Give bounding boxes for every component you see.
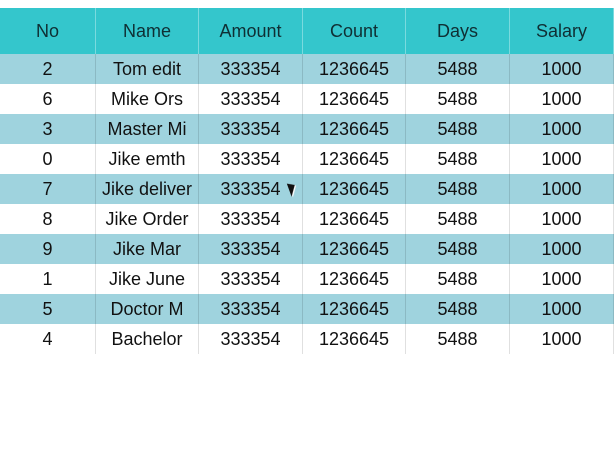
- cell-no: 9: [0, 234, 96, 264]
- cell-days: 5488: [406, 174, 510, 204]
- cell-salary: 1000: [510, 54, 614, 84]
- table-row[interactable]: 0 Jike emth 333354 1236645 5488 1000: [0, 144, 614, 174]
- cell-amount: 333354: [199, 54, 303, 84]
- cell-salary: 1000: [510, 294, 614, 324]
- cell-days: 5488: [406, 144, 510, 174]
- cell-salary: 1000: [510, 324, 614, 354]
- cell-amount: 333354: [199, 204, 303, 234]
- cell-salary: 1000: [510, 204, 614, 234]
- cell-amount: 333354: [199, 324, 303, 354]
- cell-no: 7: [0, 174, 96, 204]
- cell-amount: 333354: [199, 264, 303, 294]
- cell-count: 1236645: [303, 54, 406, 84]
- cell-count: 1236645: [303, 84, 406, 114]
- cell-name: Jike Mar: [96, 234, 199, 264]
- table-row[interactable]: 4 Bachelor 333354 1236645 5488 1000: [0, 324, 614, 354]
- cell-salary: 1000: [510, 144, 614, 174]
- header-count[interactable]: Count: [303, 8, 406, 54]
- cell-amount: 333354: [199, 234, 303, 264]
- table-row[interactable]: 1 Jike June 333354 1236645 5488 1000: [0, 264, 614, 294]
- cell-name: Jike deliver: [96, 174, 199, 204]
- cell-name: Master Mi: [96, 114, 199, 144]
- cell-salary: 1000: [510, 84, 614, 114]
- header-salary[interactable]: Salary: [510, 8, 614, 54]
- cell-name: Jike emth: [96, 144, 199, 174]
- header-name[interactable]: Name: [96, 8, 199, 54]
- data-table: No Name Amount Count Days Salary 2 Tom e…: [0, 8, 614, 354]
- table-row[interactable]: 8 Jike Order 333354 1236645 5488 1000: [0, 204, 614, 234]
- cell-no: 4: [0, 324, 96, 354]
- cell-no: 5: [0, 294, 96, 324]
- table-row[interactable]: 9 Jike Mar 333354 1236645 5488 1000: [0, 234, 614, 264]
- table-row[interactable]: 7 Jike deliver 333354 1236645 5488 1000: [0, 174, 614, 204]
- cell-amount: 333354: [199, 114, 303, 144]
- cell-days: 5488: [406, 204, 510, 234]
- cell-no: 2: [0, 54, 96, 84]
- cell-count: 1236645: [303, 204, 406, 234]
- cell-days: 5488: [406, 264, 510, 294]
- cell-days: 5488: [406, 114, 510, 144]
- header-no[interactable]: No: [0, 8, 96, 54]
- cell-amount: 333354: [199, 294, 303, 324]
- cell-salary: 1000: [510, 234, 614, 264]
- header-days[interactable]: Days: [406, 8, 510, 54]
- cell-days: 5488: [406, 84, 510, 114]
- header-amount[interactable]: Amount: [199, 8, 303, 54]
- table-row[interactable]: 2 Tom edit 333354 1236645 5488 1000: [0, 54, 614, 84]
- cell-no: 0: [0, 144, 96, 174]
- cell-amount: 333354: [199, 174, 303, 204]
- cell-days: 5488: [406, 234, 510, 264]
- cell-no: 3: [0, 114, 96, 144]
- cell-amount: 333354: [199, 144, 303, 174]
- cell-name: Doctor M: [96, 294, 199, 324]
- cell-name: Bachelor: [96, 324, 199, 354]
- cell-count: 1236645: [303, 294, 406, 324]
- cell-name: Mike Ors: [96, 84, 199, 114]
- table-row[interactable]: 6 Mike Ors 333354 1236645 5488 1000: [0, 84, 614, 114]
- cell-salary: 1000: [510, 264, 614, 294]
- cell-count: 1236645: [303, 264, 406, 294]
- cell-days: 5488: [406, 324, 510, 354]
- cell-salary: 1000: [510, 174, 614, 204]
- cell-count: 1236645: [303, 114, 406, 144]
- cell-days: 5488: [406, 54, 510, 84]
- table-row[interactable]: 3 Master Mi 333354 1236645 5488 1000: [0, 114, 614, 144]
- cell-count: 1236645: [303, 324, 406, 354]
- cell-days: 5488: [406, 294, 510, 324]
- cell-count: 1236645: [303, 144, 406, 174]
- cell-no: 1: [0, 264, 96, 294]
- cell-name: Jike June: [96, 264, 199, 294]
- table-row[interactable]: 5 Doctor M 333354 1236645 5488 1000: [0, 294, 614, 324]
- cell-salary: 1000: [510, 114, 614, 144]
- table-header-row: No Name Amount Count Days Salary: [0, 8, 614, 54]
- cell-count: 1236645: [303, 174, 406, 204]
- cell-count: 1236645: [303, 234, 406, 264]
- cell-no: 8: [0, 204, 96, 234]
- cell-name: Jike Order: [96, 204, 199, 234]
- cell-no: 6: [0, 84, 96, 114]
- cell-name: Tom edit: [96, 54, 199, 84]
- cell-amount: 333354: [199, 84, 303, 114]
